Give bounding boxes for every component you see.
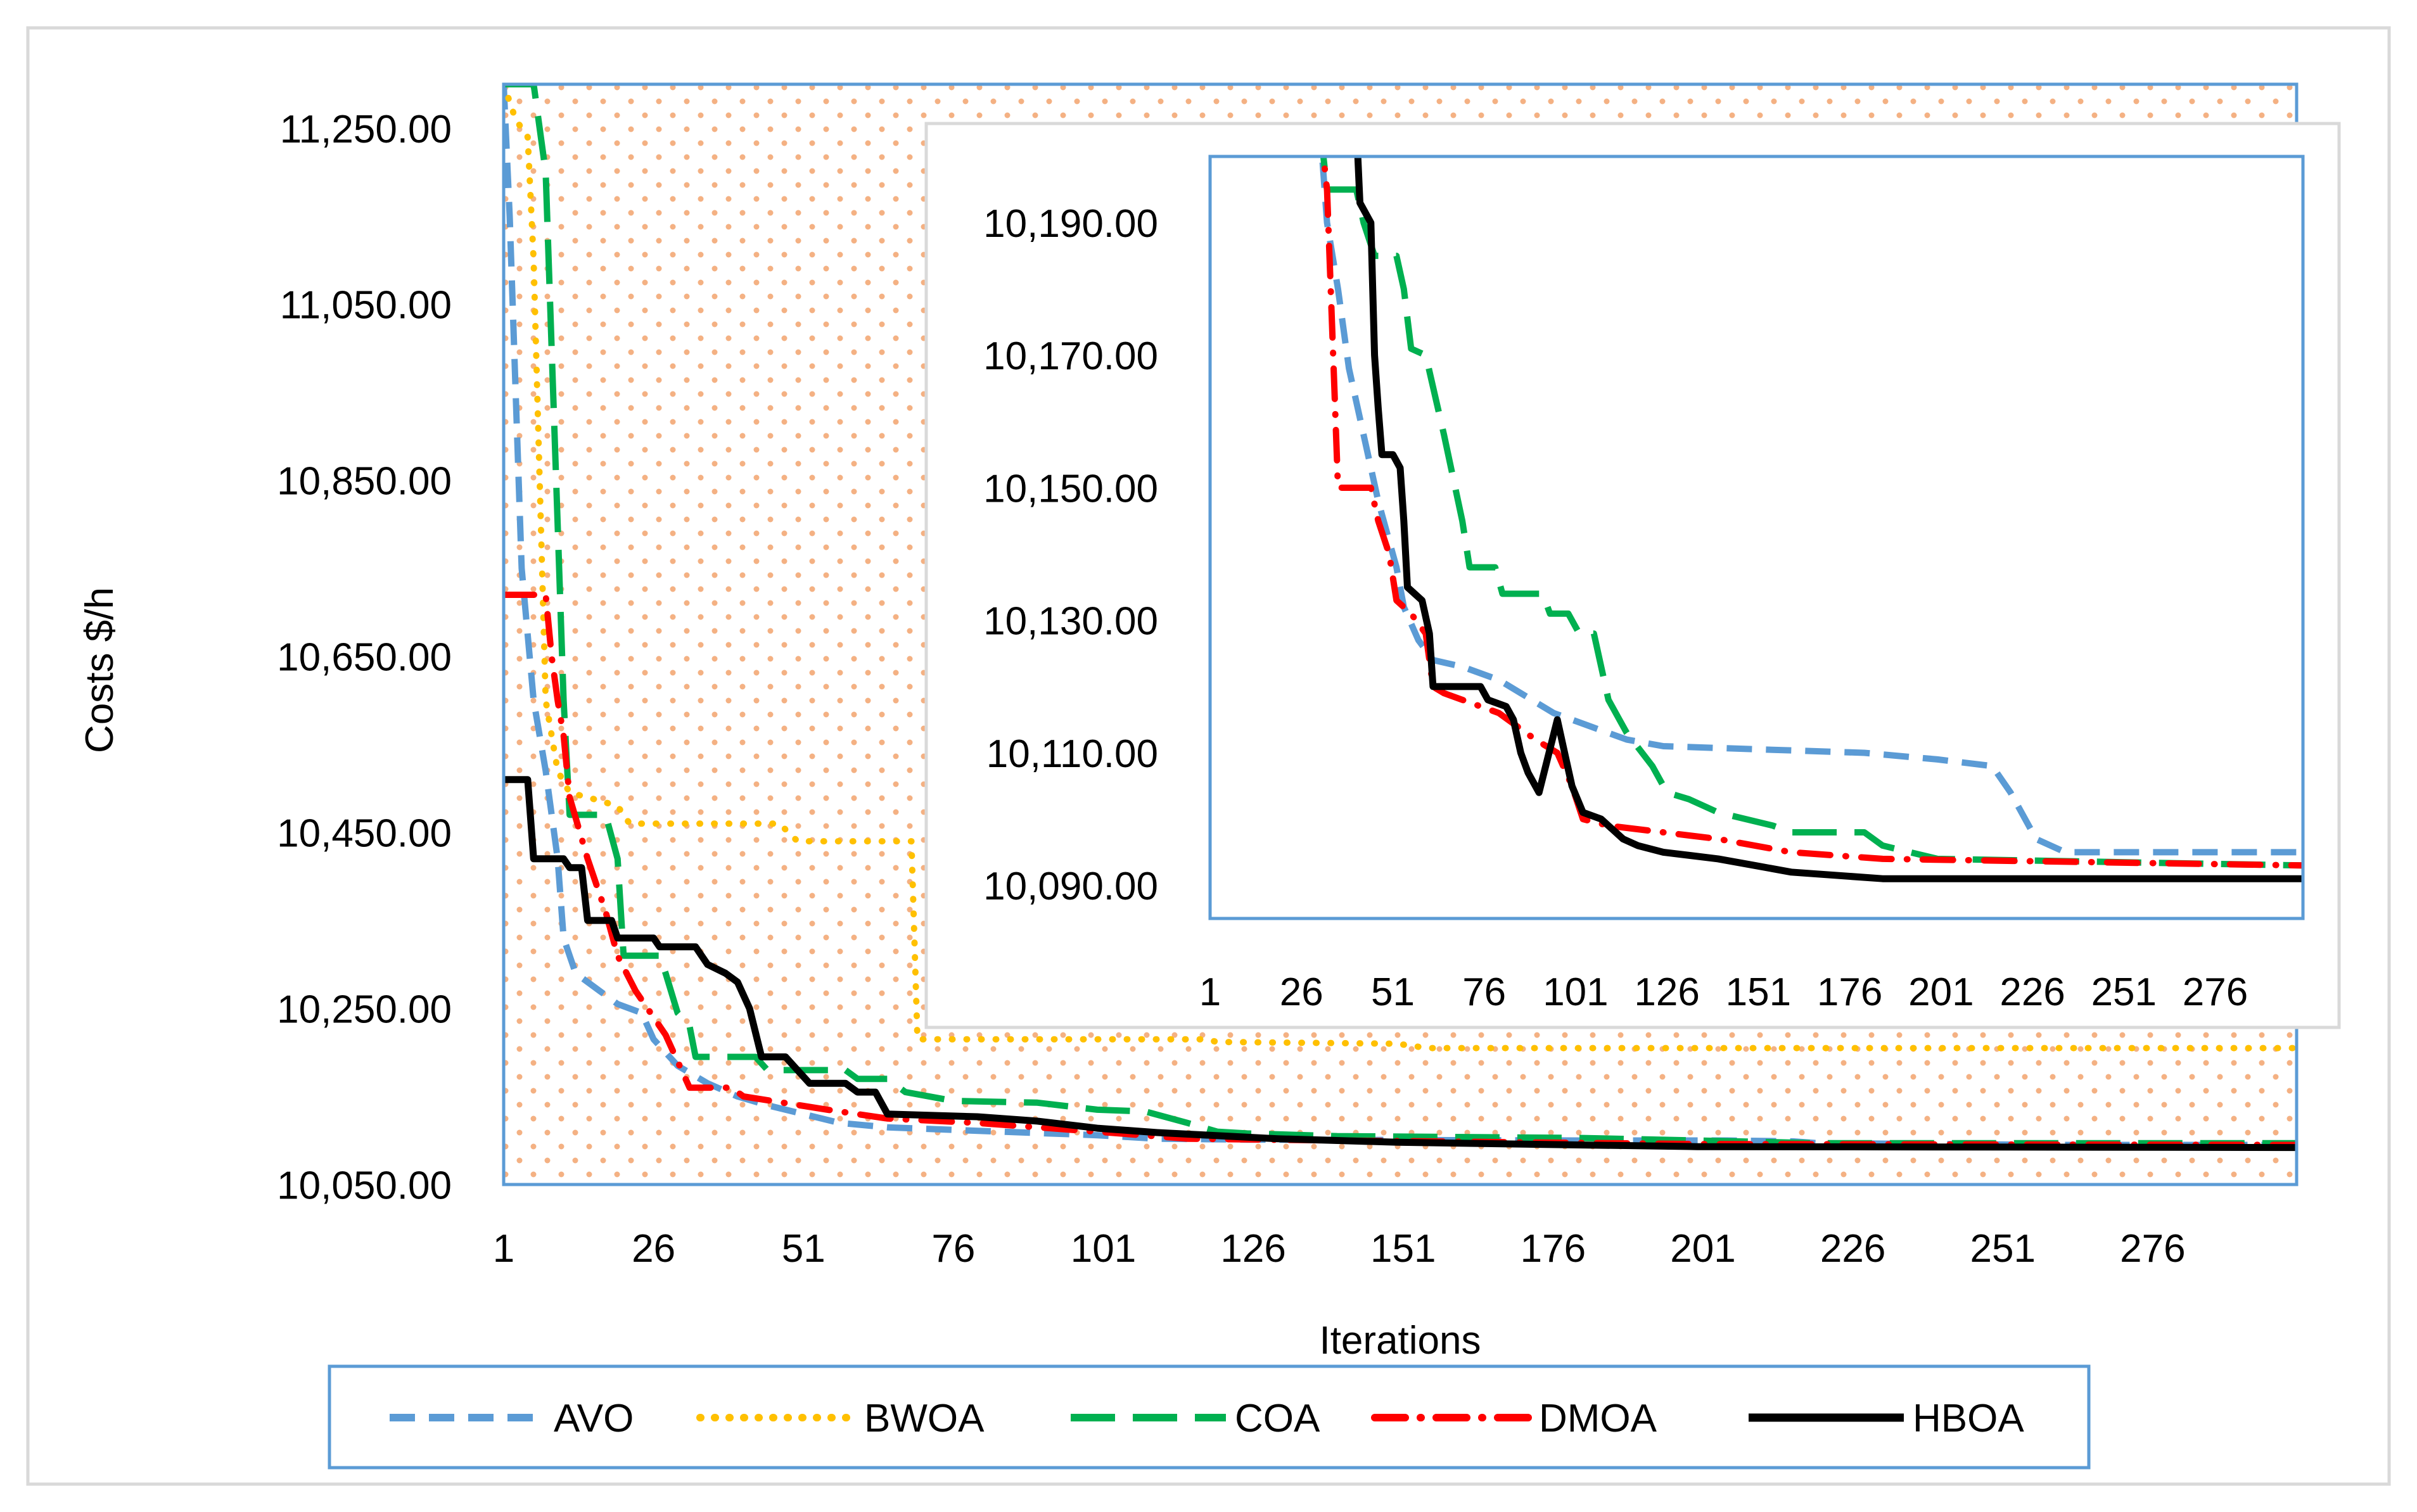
main-x-tick-label: 176 (1521, 1227, 1586, 1271)
inset-x-tick-label: 126 (1634, 970, 1699, 1014)
inset-x-tick-label: 201 (1908, 970, 1974, 1014)
inset-y-tick-label: 10,190.00 (983, 202, 1158, 246)
inset-x-tick-label: 226 (1999, 970, 2065, 1014)
inset-y-tick-label: 10,110.00 (986, 732, 1158, 776)
inset-series-dmoa (1320, 156, 2303, 869)
inset-y-tick-label: 10,090.00 (983, 865, 1158, 908)
inset-plot-frame (1208, 155, 2305, 920)
main-y-tick-label: 10,250.00 (277, 988, 452, 1031)
main-series-hboa (504, 776, 2297, 1152)
inset-series-coa (1320, 156, 2303, 869)
main-y-tick-label: 10,650.00 (277, 636, 452, 680)
inset-x-tick-label: 26 (1280, 970, 1323, 1014)
y-axis-label: Costs $/h (78, 587, 122, 753)
main-x-tick-label: 276 (2120, 1227, 2185, 1271)
x-axis-label: Iterations (1319, 1319, 1481, 1363)
inset-series-avo (1318, 156, 2303, 856)
inset-x-tick-label: 51 (1371, 970, 1415, 1014)
main-y-tick-label: 11,250.00 (280, 108, 452, 151)
main-x-tick-label: 151 (1370, 1227, 1436, 1271)
legend-label-hboa: HBOA (1913, 1397, 2024, 1440)
inset-x-tick-label: 151 (1726, 970, 1791, 1014)
main-y-tick-label: 10,450.00 (277, 811, 452, 855)
inset-x-tick-label: 101 (1543, 970, 1608, 1014)
inset-chart: 10,090.00 10,110.00 10,130.00 10,150.00 10,1… (924, 122, 2341, 1029)
inset-y-tick-label: 10,170.00 (983, 334, 1158, 378)
main-x-tick-label: 101 (1071, 1227, 1136, 1271)
inset-series-hboa (1354, 156, 2303, 882)
main-y-tick-label: 10,850.00 (277, 460, 452, 504)
inset-y-tick-label: 10,130.00 (983, 600, 1158, 644)
main-x-tick-label: 76 (931, 1227, 975, 1271)
inset-x-tick-label: 276 (2183, 970, 2248, 1014)
legend: AVO BWOA COA DMOA HBOA (328, 1364, 2091, 1470)
inset-x-tick-label: 251 (2091, 970, 2157, 1014)
main-y-tick-label: 11,050.00 (280, 284, 452, 327)
inset-y-tick-label: 10,150.00 (983, 467, 1158, 511)
main-series-coa (504, 84, 2297, 1147)
main-x-tick-label: 201 (1670, 1227, 1735, 1271)
main-series-bwoa (504, 84, 2297, 1051)
main-x-tick-label: 26 (632, 1227, 675, 1271)
main-x-tick-label: 226 (1820, 1227, 1885, 1271)
legend-label-dmoa: DMOA (1539, 1397, 1657, 1440)
legend-label-bwoa: BWOA (864, 1397, 985, 1440)
inset-x-tick-label: 1 (1199, 970, 1221, 1014)
main-y-tick-label: 10,050.00 (277, 1164, 452, 1207)
inset-x-tick-label: 76 (1462, 970, 1506, 1014)
main-series-dmoa (504, 592, 2297, 1148)
main-x-tick-label: 251 (1970, 1227, 2035, 1271)
inset-x-tick-label: 176 (1817, 970, 1882, 1014)
main-x-tick-label: 126 (1220, 1227, 1285, 1271)
main-x-tick-label: 1 (493, 1227, 514, 1271)
legend-label-coa: COA (1235, 1397, 1320, 1440)
main-x-tick-label: 51 (782, 1227, 826, 1271)
legend-label-avo: AVO (554, 1397, 634, 1440)
